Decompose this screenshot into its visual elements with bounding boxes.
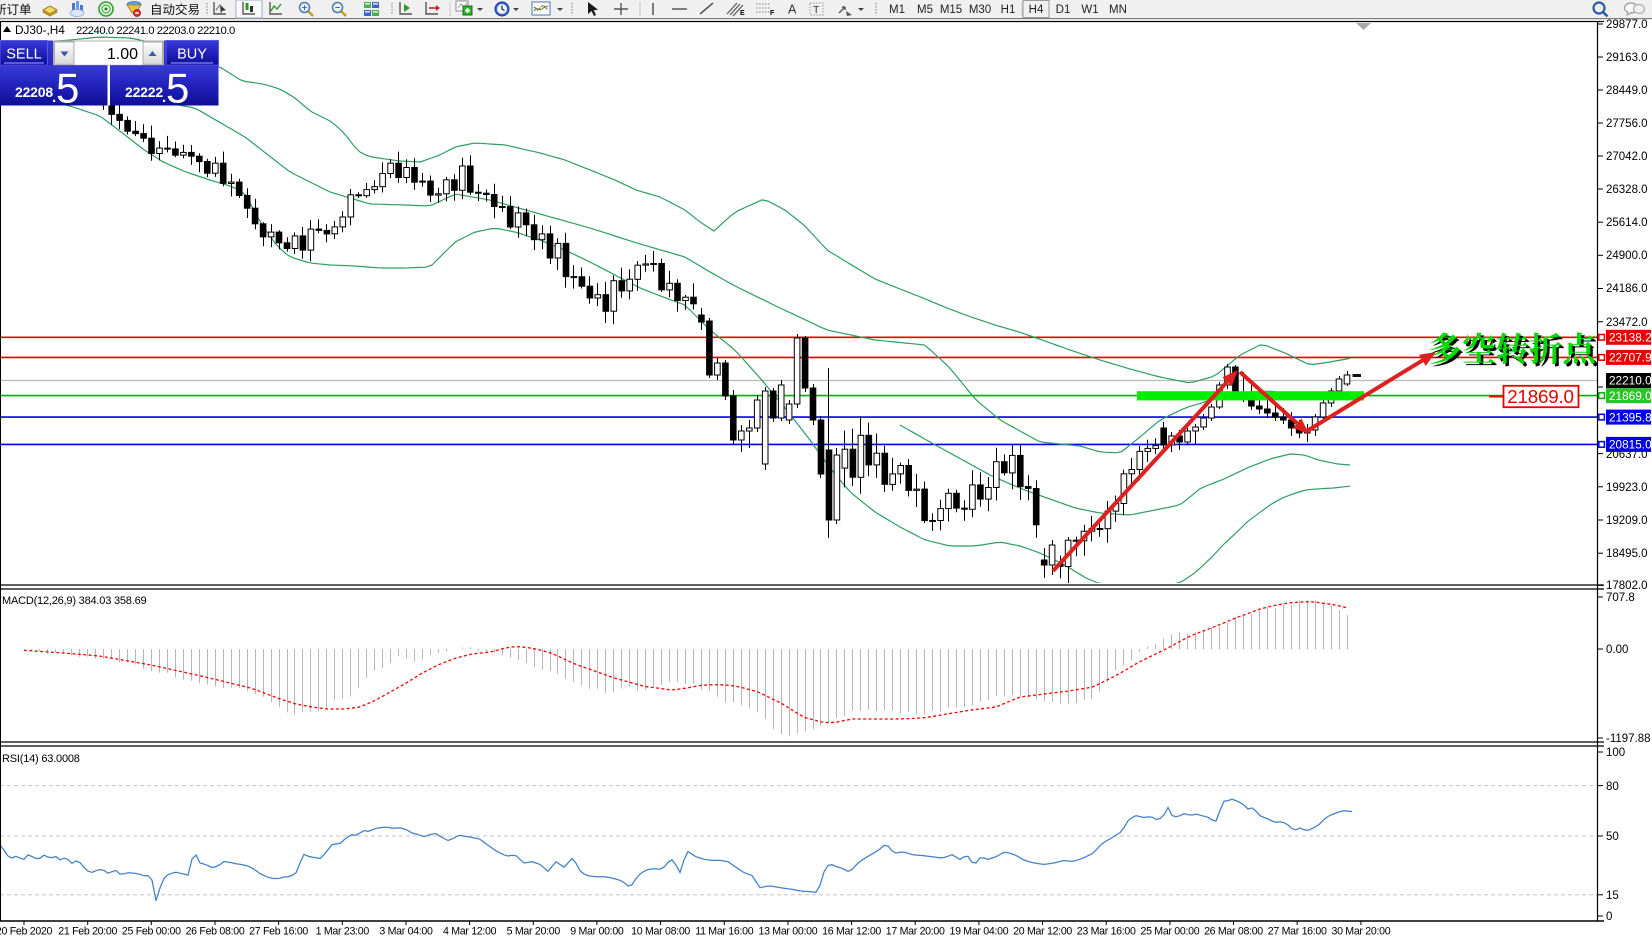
svg-text:M1: M1 xyxy=(889,4,905,16)
svg-text:17 Mar 20:00: 17 Mar 20:00 xyxy=(886,926,945,938)
svg-text:26 Mar 08:00: 26 Mar 08:00 xyxy=(1204,926,1263,938)
svg-text:20815.0: 20815.0 xyxy=(1609,438,1652,452)
svg-text:22240.0 22241.0 22203.0 22210.: 22240.0 22241.0 22203.0 22210.0 xyxy=(76,25,235,37)
svg-text:28449.0: 28449.0 xyxy=(1606,85,1648,97)
svg-text:5 Mar 20:00: 5 Mar 20:00 xyxy=(507,926,561,938)
svg-text:BUY: BUY xyxy=(177,47,207,63)
svg-text:23 Mar 16:00: 23 Mar 16:00 xyxy=(1077,926,1136,938)
svg-text:W1: W1 xyxy=(1081,4,1098,16)
svg-text:29163.0: 29163.0 xyxy=(1606,52,1648,64)
svg-text:707.8: 707.8 xyxy=(1606,592,1635,604)
svg-text:DJ30-,H4: DJ30-,H4 xyxy=(15,23,65,37)
svg-text:22707.9: 22707.9 xyxy=(1609,351,1652,365)
svg-text:13 Mar 00:00: 13 Mar 00:00 xyxy=(758,926,817,938)
svg-text:20 Mar 12:00: 20 Mar 12:00 xyxy=(1013,926,1072,938)
svg-text:29877.0: 29877.0 xyxy=(1606,19,1648,31)
svg-text:H4: H4 xyxy=(1029,4,1044,16)
svg-text:E: E xyxy=(740,10,745,17)
svg-text:SELL: SELL xyxy=(6,47,41,63)
svg-text:RSI(14) 63.0008: RSI(14) 63.0008 xyxy=(2,753,80,765)
svg-text:25 Feb 00:00: 25 Feb 00:00 xyxy=(122,926,181,938)
svg-text:21395.8: 21395.8 xyxy=(1609,410,1652,424)
svg-text:MACD(12,26,9) 384.03 358.69: MACD(12,26,9) 384.03 358.69 xyxy=(2,595,146,607)
svg-text:F: F xyxy=(770,10,775,17)
svg-text:23472.0: 23472.0 xyxy=(1606,317,1648,329)
svg-text:27 Feb 16:00: 27 Feb 16:00 xyxy=(249,926,308,938)
svg-text:27 Mar 16:00: 27 Mar 16:00 xyxy=(1268,926,1327,938)
svg-text:30 Mar 20:00: 30 Mar 20:00 xyxy=(1331,926,1390,938)
svg-text:1 Mar 23:00: 1 Mar 23:00 xyxy=(316,926,370,938)
svg-text:25614.0: 25614.0 xyxy=(1606,217,1648,229)
svg-text:22210.0: 22210.0 xyxy=(1609,374,1652,388)
svg-text:.: . xyxy=(52,89,56,106)
svg-text:9 Mar 00:00: 9 Mar 00:00 xyxy=(570,926,624,938)
svg-text:M30: M30 xyxy=(969,4,991,16)
svg-text:1.00: 1.00 xyxy=(107,46,138,63)
svg-text:M15: M15 xyxy=(940,4,962,16)
svg-text:D1: D1 xyxy=(1056,4,1071,16)
svg-text:H1: H1 xyxy=(1001,4,1016,16)
svg-text:24900.0: 24900.0 xyxy=(1606,250,1648,262)
svg-text:17802.0: 17802.0 xyxy=(1606,580,1648,592)
svg-text:19 Mar 04:00: 19 Mar 04:00 xyxy=(949,926,1008,938)
svg-text:16 Mar 12:00: 16 Mar 12:00 xyxy=(822,926,881,938)
svg-text:4 Mar 12:00: 4 Mar 12:00 xyxy=(443,926,497,938)
svg-text:0.00: 0.00 xyxy=(1606,644,1628,656)
svg-text:27756.0: 27756.0 xyxy=(1606,118,1648,130)
svg-text:22208: 22208 xyxy=(15,84,53,100)
svg-text:−: − xyxy=(335,3,340,13)
svg-text:25 Mar 00:00: 25 Mar 00:00 xyxy=(1140,926,1199,938)
svg-text:21 Feb 20:00: 21 Feb 20:00 xyxy=(58,926,117,938)
svg-text:23138.2: 23138.2 xyxy=(1609,331,1652,345)
svg-text:A: A xyxy=(788,3,797,17)
svg-text:.: . xyxy=(162,89,166,106)
svg-text:19209.0: 19209.0 xyxy=(1606,515,1648,527)
svg-text:22222: 22222 xyxy=(125,84,163,100)
svg-text:24186.0: 24186.0 xyxy=(1606,283,1648,295)
svg-text:+: + xyxy=(302,3,307,13)
svg-text:15: 15 xyxy=(1606,890,1619,902)
svg-text:100: 100 xyxy=(1606,747,1625,759)
svg-text:MN: MN xyxy=(1109,4,1127,16)
svg-text:21869.0: 21869.0 xyxy=(1609,389,1652,403)
svg-text:26 Feb 08:00: 26 Feb 08:00 xyxy=(186,926,245,938)
svg-text:18495.0: 18495.0 xyxy=(1606,548,1648,560)
svg-text:20 Feb 2020: 20 Feb 2020 xyxy=(0,926,52,938)
svg-text:11 Mar 16:00: 11 Mar 16:00 xyxy=(695,926,753,938)
svg-text:21869.0: 21869.0 xyxy=(1507,386,1574,407)
svg-text:T: T xyxy=(813,4,820,16)
svg-text:-1197.88: -1197.88 xyxy=(1606,733,1651,745)
svg-text:19923.0: 19923.0 xyxy=(1606,482,1648,494)
svg-text:80: 80 xyxy=(1606,781,1619,793)
svg-text:5: 5 xyxy=(166,65,189,112)
svg-text:27042.0: 27042.0 xyxy=(1606,151,1648,163)
svg-text:3 Mar 04:00: 3 Mar 04:00 xyxy=(379,926,433,938)
svg-text:50: 50 xyxy=(1606,831,1619,843)
svg-text:26328.0: 26328.0 xyxy=(1606,184,1648,196)
svg-text:20637.0: 20637.0 xyxy=(1606,449,1648,461)
svg-text:0: 0 xyxy=(1606,911,1612,923)
svg-text:M5: M5 xyxy=(917,4,933,16)
svg-text:10 Mar 08:00: 10 Mar 08:00 xyxy=(631,926,690,938)
svg-text:5: 5 xyxy=(56,65,79,112)
